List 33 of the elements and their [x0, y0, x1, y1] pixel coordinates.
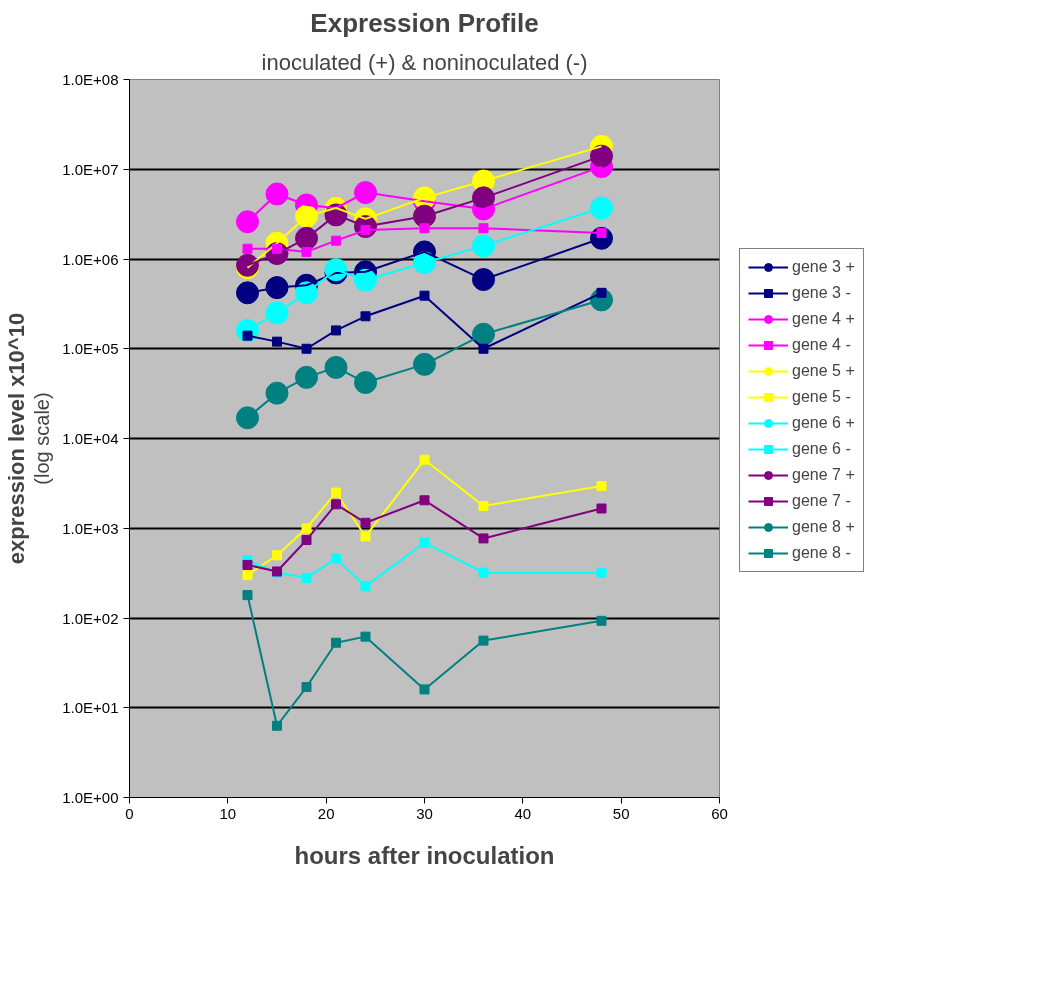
- legend-label: gene 3 -: [792, 284, 851, 302]
- x-tick-label: 10: [219, 804, 237, 822]
- x-tick-label: 0: [125, 804, 134, 822]
- chart-subtitle: inoculated (+) & noninoculated (-): [261, 49, 588, 75]
- legend-label: gene 5 +: [792, 362, 855, 380]
- x-tick-label: 30: [416, 804, 433, 822]
- x-tick-label: 50: [612, 804, 630, 822]
- legend-label: gene 6 -: [792, 440, 851, 458]
- chart-title: Expression Profile: [310, 7, 539, 38]
- legend-label: gene 5 -: [792, 388, 851, 406]
- y-tick-label: 1.0E+06: [62, 250, 119, 268]
- y-tick-label: 1.0E+02: [62, 609, 119, 627]
- legend-label: gene 8 +: [792, 518, 855, 536]
- y-tick-label: 1.0E+05: [62, 340, 119, 358]
- x-tick-label: 60: [711, 804, 728, 822]
- y-tick-label: 1.0E+04: [62, 430, 119, 447]
- legend-label: gene 7 -: [792, 492, 851, 510]
- x-tick-label: 40: [514, 804, 532, 822]
- legend-label: gene 3 +: [792, 258, 855, 276]
- y-axis-title: expression level x10^10: [3, 312, 29, 565]
- y-tick-label: 1.0E+03: [62, 519, 119, 537]
- legend-label: gene 6 +: [792, 414, 855, 432]
- legend-label: gene 7 +: [792, 466, 855, 484]
- x-axis-title: hours after inoculation: [294, 841, 555, 869]
- x-tick-label: 20: [317, 804, 335, 822]
- text: (log scale): [31, 392, 54, 485]
- y-tick-label: 1.0E+07: [62, 160, 119, 178]
- legend-label: gene 8 -: [792, 544, 851, 562]
- legend-label: gene 4 -: [792, 336, 851, 354]
- y-tick-label: 1.0E+08: [62, 71, 119, 88]
- y-tick-label: 1.0E+00: [62, 789, 119, 806]
- y-tick-label: 1.0E+01: [62, 699, 119, 717]
- legend-label: gene 4 +: [792, 310, 855, 328]
